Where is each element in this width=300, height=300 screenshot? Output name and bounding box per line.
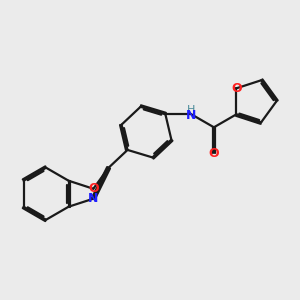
Text: O: O [231, 82, 242, 95]
Text: H: H [187, 105, 196, 116]
Text: N: N [186, 109, 197, 122]
Text: N: N [88, 192, 98, 205]
Text: O: O [88, 182, 99, 195]
Text: O: O [208, 147, 219, 160]
